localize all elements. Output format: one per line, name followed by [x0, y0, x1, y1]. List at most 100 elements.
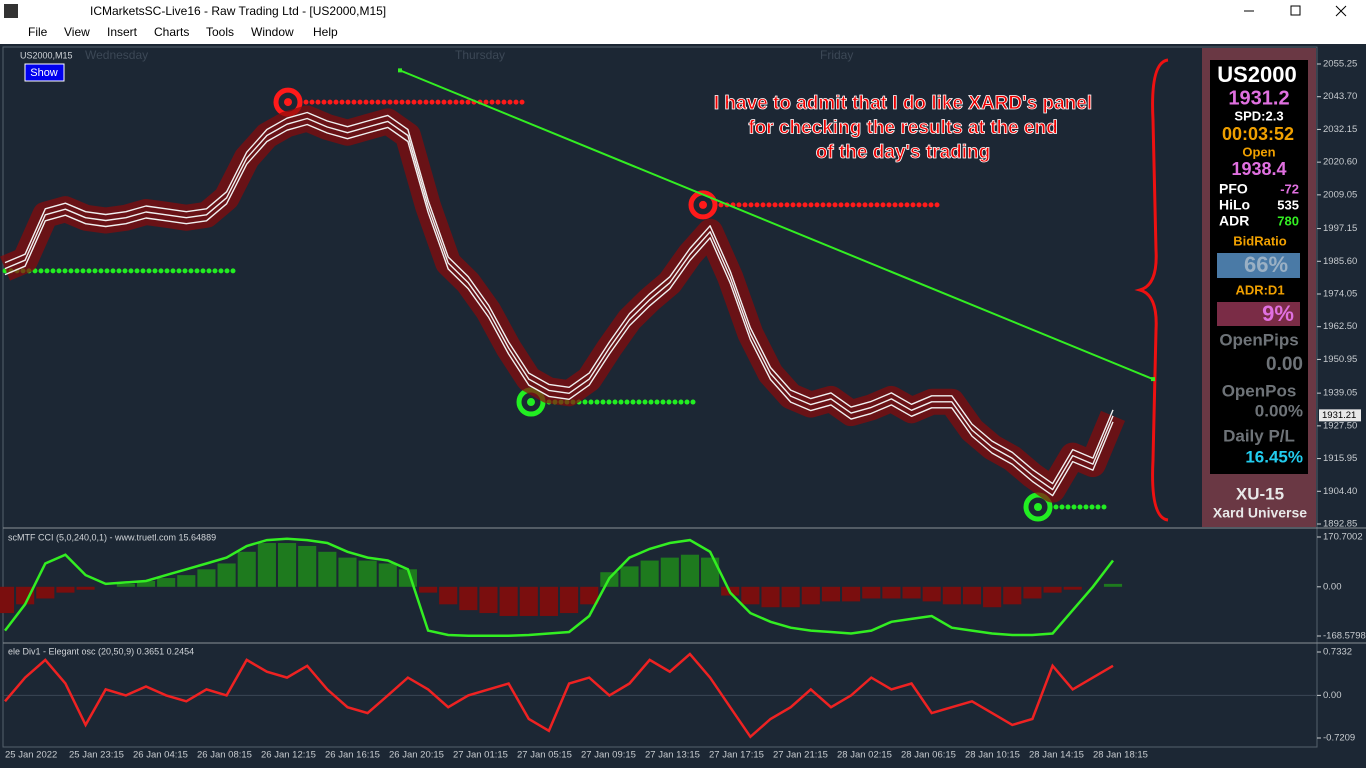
cci-bar — [439, 586, 458, 605]
level-marker-dot — [284, 98, 292, 107]
menu-item[interactable]: Window — [251, 25, 294, 39]
panel-text: -72 — [1280, 181, 1299, 196]
indicator-label: scMTF CCI (5,0,240,0,1) - www.truetl.com… — [8, 532, 216, 542]
trend-anchor — [1151, 377, 1155, 382]
menu-item[interactable]: Help — [313, 25, 338, 39]
cci-bar — [640, 560, 659, 587]
x-tick-label: 26 Jan 20:15 — [389, 750, 444, 761]
cci-bar — [1003, 586, 1022, 605]
cci-bar — [459, 586, 478, 611]
panel-text: 780 — [1277, 213, 1299, 228]
level-marker-dot — [699, 200, 707, 209]
level-marker-dot — [527, 398, 535, 407]
maximize[interactable] — [1290, 5, 1301, 16]
panel-text: 535 — [1277, 197, 1299, 212]
cci-bar — [277, 543, 297, 587]
cci-bar — [338, 557, 357, 587]
menu-item[interactable]: Charts — [154, 25, 189, 39]
price-tag-label: 1931.21 — [1322, 410, 1356, 421]
cci-bar — [539, 586, 558, 616]
cci-bar — [499, 586, 518, 616]
show-button[interactable] — [24, 63, 65, 82]
y-tick-label: 2032.15 — [1323, 124, 1357, 135]
cci-bar — [36, 586, 55, 599]
x-tick-label: 26 Jan 04:15 — [133, 750, 188, 761]
panel-text: OpenPips — [1219, 330, 1298, 349]
y-tick-label: 0.7332 — [1323, 647, 1352, 658]
y-tick-label: 1904.40 — [1323, 486, 1357, 497]
price-line — [4, 123, 1114, 497]
annotation: of the day's trading — [816, 142, 990, 163]
panel-text: 66% — [1244, 252, 1288, 277]
x-tick-label: 28 Jan 14:15 — [1029, 750, 1084, 761]
cci-bar — [922, 586, 941, 602]
cci-bar — [358, 560, 377, 587]
day-label: Thursday — [455, 48, 505, 62]
menu-item[interactable]: File — [28, 25, 48, 39]
y-tick-label: 0.00 — [1323, 690, 1342, 701]
annotation: I have to admit that I do like XARD's pa… — [714, 93, 1092, 114]
menu-item[interactable]: Insert — [107, 25, 138, 39]
show-button-label[interactable]: Show — [30, 67, 58, 79]
cci-bar — [479, 586, 498, 614]
title-bar — [0, 0, 1366, 22]
panel-text: 1938.4 — [1231, 159, 1286, 179]
y-tick-label: 1939.05 — [1323, 388, 1357, 399]
cci-bar — [519, 586, 538, 616]
close[interactable] — [1335, 5, 1347, 17]
window-title: ICMarketsSC-Live16 - Raw Trading Ltd - [… — [90, 4, 386, 18]
cci-bar — [116, 583, 135, 587]
x-tick-label: 27 Jan 01:15 — [453, 750, 508, 761]
menu-item[interactable]: View — [64, 25, 90, 39]
cci-bar — [76, 586, 95, 590]
panel-text: 00:03:52 — [1222, 124, 1294, 144]
x-tick-label: 27 Jan 13:15 — [645, 750, 700, 761]
trend-anchor — [398, 68, 402, 73]
y-tick-label: 170.7002 — [1323, 532, 1363, 543]
cci-bar — [237, 551, 256, 587]
x-tick-label: 26 Jan 08:15 — [197, 750, 252, 761]
bid-ratio-box — [1217, 253, 1300, 278]
y-tick-label: 1892.85 — [1323, 519, 1357, 530]
panel-text: BidRatio — [1233, 233, 1287, 248]
cci-bar — [217, 563, 236, 587]
panel-text: HiLo — [1219, 197, 1250, 213]
cci-bar — [56, 586, 75, 593]
cci-bar — [1103, 583, 1123, 587]
cci-bar — [1063, 586, 1082, 590]
menu-item[interactable]: Tools — [206, 25, 234, 39]
panel-text: OpenPos — [1222, 381, 1297, 400]
panel-text: 1931.2 — [1228, 87, 1289, 109]
panel-text: US2000 — [1217, 62, 1297, 87]
cci-bar — [882, 586, 901, 599]
chart-symbol: US2000,M15 — [20, 50, 73, 60]
cci-bar — [781, 586, 800, 608]
cci-bar — [862, 586, 881, 599]
panel-text: SPD:2.3 — [1234, 108, 1283, 123]
cci-bar — [0, 586, 15, 614]
panel-text: 0.00% — [1255, 401, 1303, 420]
x-tick-label: 28 Jan 06:15 — [901, 750, 956, 761]
y-tick-label: 0.00 — [1323, 581, 1342, 592]
level-marker — [688, 190, 718, 220]
panel-text: ADR:D1 — [1235, 282, 1284, 297]
price-line — [4, 117, 1114, 491]
panel-text: ADR — [1219, 213, 1249, 229]
panel-text: 16.45% — [1245, 447, 1303, 466]
x-tick-label: 26 Jan 12:15 — [261, 750, 316, 761]
cci-bar — [680, 554, 700, 587]
trend-line — [399, 69, 1154, 381]
indicator-label: ele Div1 - Elegant osc (20,50,9) 0.3651 … — [8, 646, 194, 656]
y-tick-label: -168.5798 — [1323, 631, 1366, 642]
cci-bar — [318, 551, 337, 587]
y-tick-label: 1974.05 — [1323, 289, 1357, 300]
cci-bar — [821, 586, 841, 602]
cci-bar — [842, 586, 861, 602]
y-tick-label: 1985.60 — [1323, 256, 1357, 267]
adr-box — [1217, 302, 1300, 326]
cci-bar — [761, 586, 780, 608]
x-tick-label: 26 Jan 16:15 — [325, 750, 380, 761]
cci-bar — [157, 578, 176, 587]
osc-line — [4, 652, 1114, 739]
cci-bar — [298, 545, 317, 587]
